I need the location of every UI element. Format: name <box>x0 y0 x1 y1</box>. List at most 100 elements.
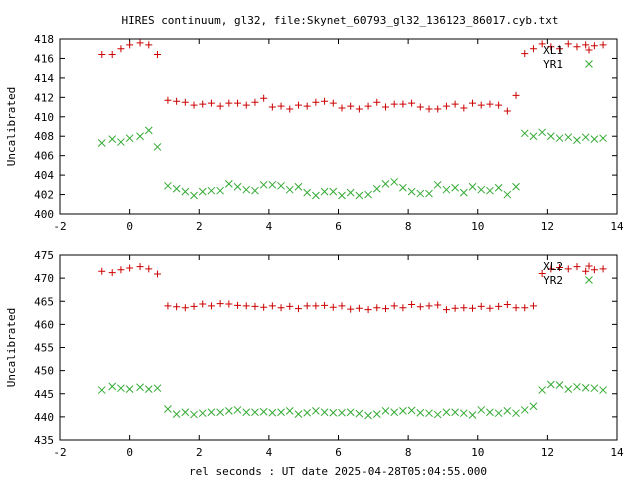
data-point <box>555 134 564 143</box>
data-point <box>364 306 372 314</box>
data-point <box>364 102 372 110</box>
data-point <box>303 188 312 197</box>
x-tick-label: 8 <box>405 446 412 459</box>
data-point <box>486 100 494 108</box>
data-point <box>294 182 303 191</box>
data-point <box>286 105 294 113</box>
data-point <box>547 265 555 273</box>
data-point <box>312 407 320 415</box>
data-point <box>251 186 259 195</box>
data-point <box>108 51 116 59</box>
x-tick-label: -2 <box>53 220 66 233</box>
data-point <box>347 102 355 110</box>
data-point <box>347 305 355 313</box>
data-point <box>468 411 477 419</box>
data-point <box>599 134 607 143</box>
data-point <box>303 102 311 110</box>
data-point <box>408 300 416 308</box>
data-point <box>399 183 407 192</box>
data-point <box>495 302 503 310</box>
data-point <box>512 182 520 191</box>
data-point <box>372 410 381 418</box>
data-point <box>338 191 346 200</box>
data-point <box>346 408 355 417</box>
y-tick-label: 465 <box>34 295 54 308</box>
data-point <box>108 269 116 277</box>
data-point <box>207 302 215 310</box>
data-point <box>599 386 607 394</box>
data-point <box>416 303 424 311</box>
data-point <box>512 409 520 418</box>
data-point <box>495 101 503 109</box>
y-axis-label: Uncalibrated <box>5 308 18 387</box>
data-point <box>477 302 485 310</box>
y-tick-label: 460 <box>34 318 54 331</box>
data-point <box>459 409 468 418</box>
data-point <box>599 41 607 49</box>
legend-label: YR2 <box>543 274 563 287</box>
x-tick-label: 6 <box>335 446 342 459</box>
data-point <box>321 97 329 105</box>
data-point <box>590 135 599 143</box>
x-tick-label: 10 <box>471 220 484 233</box>
data-point <box>172 184 181 193</box>
data-point <box>355 105 363 113</box>
data-point <box>381 305 389 313</box>
y-tick-label: 475 <box>34 249 54 262</box>
data-point <box>416 189 425 198</box>
data-point <box>573 43 581 51</box>
data-point <box>381 180 390 188</box>
data-point <box>259 407 268 416</box>
data-point <box>460 304 468 312</box>
data-point <box>373 304 381 312</box>
data-point <box>529 402 538 411</box>
data-point <box>364 411 372 420</box>
data-point <box>503 407 512 415</box>
legend-marker <box>585 46 593 54</box>
data-point <box>442 102 450 110</box>
legend-label: XL2 <box>543 260 563 273</box>
data-point <box>233 182 242 191</box>
series-YR2 <box>97 380 607 420</box>
data-point <box>173 303 181 311</box>
data-point <box>234 99 242 107</box>
data-point <box>164 181 172 190</box>
data-point <box>145 41 153 49</box>
data-point <box>512 91 520 99</box>
data-point <box>521 50 529 58</box>
data-point <box>242 408 251 417</box>
data-point <box>136 263 144 271</box>
data-point <box>260 94 268 102</box>
data-point <box>117 138 125 146</box>
data-point <box>399 407 407 415</box>
series-XL2 <box>98 263 607 314</box>
x-tick-label: 2 <box>196 220 203 233</box>
chart-panel-1: -2 0 2 4 6 8 10 12 14 400 402 404 406 408 410 412 414 416… <box>5 33 624 233</box>
data-point <box>268 103 276 111</box>
data-point <box>136 39 144 47</box>
legend-label: XL1 <box>543 44 563 57</box>
data-point <box>338 302 346 310</box>
data-point <box>503 190 512 199</box>
y-tick-label: 410 <box>34 111 54 124</box>
data-point <box>399 100 407 108</box>
x-tick-label: -2 <box>53 446 66 459</box>
data-point <box>329 187 338 196</box>
data-point <box>512 304 520 312</box>
data-point <box>564 265 572 273</box>
data-point <box>303 408 312 417</box>
data-point <box>468 182 477 191</box>
data-point <box>320 408 329 417</box>
data-point <box>242 302 250 310</box>
data-point <box>547 43 555 51</box>
data-point <box>242 185 251 194</box>
data-point <box>573 382 581 391</box>
x-tick-label: 12 <box>541 446 554 459</box>
chart-title: HIRES continuum, gl32, file:Skynet_60793… <box>121 14 558 27</box>
data-point <box>97 139 106 147</box>
x-tick-label: 2 <box>196 446 203 459</box>
data-point <box>520 129 529 138</box>
data-point <box>277 408 285 417</box>
data-point <box>529 302 537 310</box>
